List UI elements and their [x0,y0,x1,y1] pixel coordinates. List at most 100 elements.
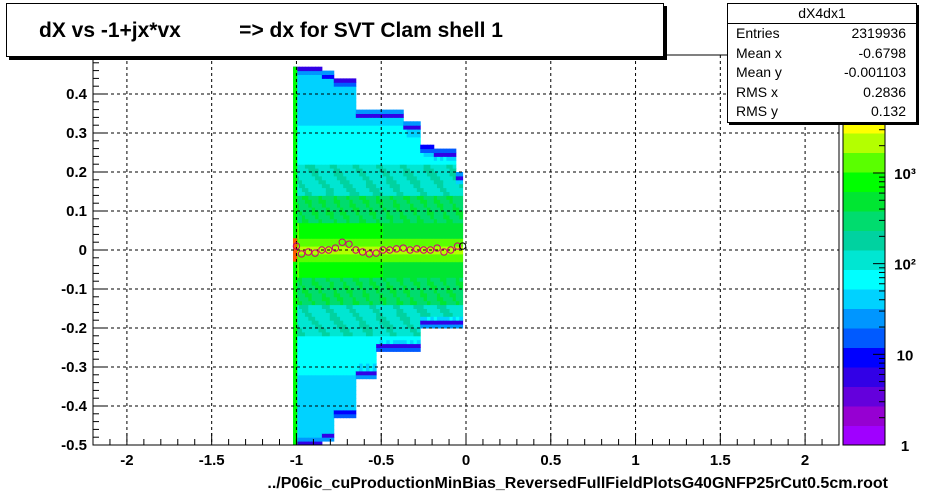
heatmap-cell [346,203,350,208]
heatmap-cell [308,304,313,309]
heatmap-cell [301,398,306,403]
heatmap-cell [420,257,425,263]
heatmap-cell [299,378,303,384]
heatmap-cell [389,136,394,142]
heatmap-cell [304,402,309,407]
heatmap-cell [359,222,364,228]
heatmap-cell [340,183,344,189]
heatmap-cell [299,238,303,243]
heatmap-cell [396,304,401,309]
heatmap-cell [311,281,316,286]
heatmap-cell [336,347,341,352]
heatmap-cell [333,265,338,270]
heatmap-cell [299,70,303,75]
heatmap-cell [343,285,347,290]
heatmap-cell [333,218,338,224]
heatmap-cell [396,175,401,181]
heatmap-cell [440,285,444,290]
heatmap-cell [365,144,370,150]
heatmap-cell [406,234,411,239]
heatmap-cell [455,289,460,294]
heatmap-cell [304,441,309,445]
heatmap-cell [336,300,341,306]
heatmap-cell [352,187,357,192]
heatmap-cell [416,296,421,302]
palette-bin [843,191,885,212]
heatmap-cell [296,113,300,118]
heatmap-cell [296,394,300,399]
heatmap-cell [311,351,316,356]
heatmap-cell [399,109,404,114]
heatmap-cell [416,211,421,216]
heatmap-cell [403,238,408,243]
heatmap-cell [403,136,408,142]
heatmap-cell [382,211,387,216]
heatmap-cell [311,168,316,173]
heatmap-cell [296,175,300,181]
heatmap-cell [396,250,401,255]
heatmap-cell [308,429,313,434]
heatmap-cell [336,203,341,208]
heatmap-cell [301,160,306,165]
heatmap-cell [455,187,460,192]
heatmap-cell [423,172,428,177]
heatmap-cell [449,168,454,173]
heatmap-cell [430,168,435,173]
heatmap-cell [376,140,381,146]
heatmap-cell [403,320,408,325]
heatmap-cell [355,347,360,352]
heatmap-cell [423,222,428,228]
profile-point [297,250,306,258]
heatmap-cell [346,406,350,411]
heatmap-cell [349,394,354,399]
heatmap-cell [359,250,364,255]
heatmap-cell [349,281,354,286]
heatmap-cell [459,246,464,251]
heatmap-cell [336,207,341,212]
heatmap-cell [333,273,338,278]
heatmap-cell [359,370,364,376]
heatmap-cell [336,378,341,384]
heatmap-cell [389,191,394,196]
heatmap-cell [329,144,335,150]
heatmap-cell [376,230,381,235]
heatmap-cell [336,152,341,157]
heatmap-cell [311,339,316,345]
heatmap-cell [446,195,451,200]
heatmap-cell [386,246,391,251]
heatmap-cell [389,292,394,298]
palette-bin [843,308,885,329]
heatmap-cell [346,226,350,231]
heatmap-cell [372,234,377,239]
heatmap-cell [315,222,319,228]
heatmap-cell [433,156,438,161]
heatmap-cell [296,214,300,220]
heatmap-cell [359,277,364,282]
heatmap-cell [301,203,306,208]
heatmap-cell [333,386,338,391]
heatmap-cell [325,316,331,321]
heatmap-cell [376,214,381,220]
heatmap-cell [406,226,411,231]
heatmap-cell [343,367,347,372]
heatmap-cell [311,312,316,317]
heatmap-cell [308,222,313,228]
heatmap-cell [352,207,357,212]
heatmap-cell [352,90,357,95]
heatmap-cell [329,285,335,290]
heatmap-cell [296,140,300,146]
heatmap-cell [406,164,411,169]
heatmap-cell [321,409,327,415]
heatmap-cell [410,148,414,153]
stats-value: 0.132 [870,103,906,119]
heatmap-cell [389,281,394,286]
heatmap-cell [440,261,444,267]
heatmap-cell [427,164,431,169]
heatmap-cell [311,370,316,376]
heatmap-cell [308,374,313,380]
heatmap-cell [403,347,408,352]
heatmap-cell [399,320,404,325]
heatmap-cell [376,273,381,278]
heatmap-cell [325,363,331,368]
heatmap-cell [443,242,447,247]
